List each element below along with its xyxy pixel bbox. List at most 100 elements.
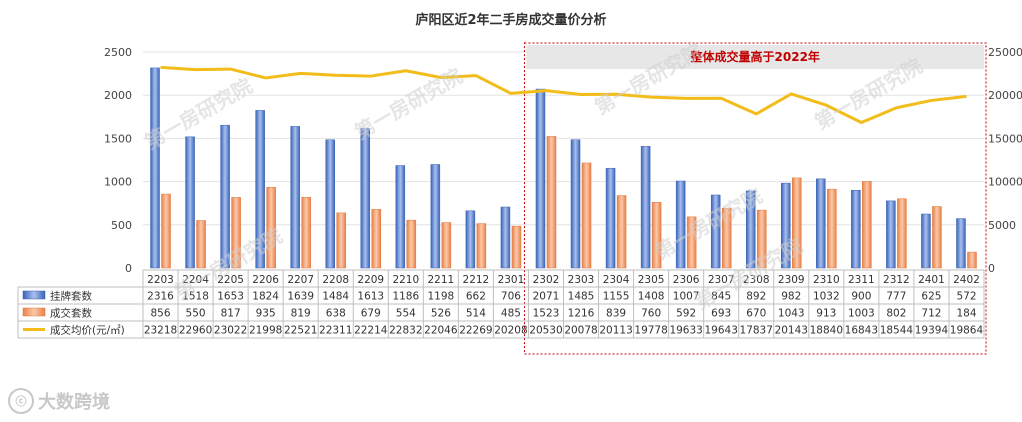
deal-bar [336,212,346,269]
table-value: 18840 [810,325,843,337]
legend-label: 挂牌套数 [50,290,92,303]
table-value: 670 [746,308,766,320]
right-tick-label: 5000 [988,219,1016,232]
table-value: 1518 [182,291,209,303]
category-label: 2203 [147,274,174,286]
table-value: 706 [501,291,521,303]
category-label: 2211 [427,274,454,286]
legend-key [22,307,46,317]
listing-bar [605,167,616,269]
table-value: 1216 [568,308,595,320]
legend-label: 成交套数 [50,307,92,320]
table-value: 819 [291,308,311,320]
table-value: 1613 [357,291,384,303]
table-value: 777 [886,291,906,303]
table-value: 1484 [322,291,349,303]
table-value: 1003 [848,308,875,320]
listing-bar [710,194,721,269]
right-tick-label: 25000 [988,46,1022,59]
chart-title: 庐阳区近2年二手房成交量价分析 [415,12,606,28]
table-value: 550 [186,308,206,320]
listing-bar [325,139,335,269]
annotation-text: 整体成交量高于2022年 [690,49,820,64]
listing-bar [745,190,756,269]
table-value: 22311 [319,325,352,337]
table-value: 1485 [568,291,595,303]
category-label: 2310 [813,274,840,286]
deal-bar [441,222,452,269]
right-tick-label: 20000 [988,89,1022,102]
table-value: 2071 [533,291,560,303]
table-value: 23022 [214,325,247,337]
left-tick-label: 2500 [104,46,132,59]
deal-bar [967,251,977,269]
table-value: 20143 [775,325,808,337]
table-value: 1198 [427,291,454,303]
table-value: 18544 [880,325,914,337]
deal-bar [476,223,487,269]
table-value: 1408 [638,291,665,303]
table-value: 982 [781,291,801,303]
category-label: 2312 [883,274,910,286]
category-label: 2307 [708,274,735,286]
table-value: 892 [746,291,766,303]
table-value: 22521 [284,325,317,337]
legend-key [22,290,46,300]
deal-bar [792,177,802,269]
category-label: 2208 [322,274,349,286]
listing-bar [465,210,476,269]
right-tick-label: 15000 [988,132,1022,145]
table-value: 21998 [249,325,282,337]
category-label: 2303 [568,274,595,286]
deal-bar [266,186,276,269]
listing-bar [360,128,371,269]
right-axis-ticks: 0 5000 10000 15000 20000 25000 [988,46,1022,275]
left-tick-label: 1000 [104,176,132,189]
table-value: 19643 [704,325,737,337]
deal-bar [932,206,942,269]
deal-bar [721,207,732,269]
category-label: 2308 [743,274,770,286]
table-value: 572 [956,291,976,303]
logo-text: 大数跨境 [38,392,110,413]
table-value: 23218 [144,325,177,337]
table-value: 693 [711,308,731,320]
deal-bar [406,219,417,269]
deal-bar [616,195,627,269]
table-value: 20530 [529,325,562,337]
listing-bar [640,146,651,269]
table-value: 17837 [740,325,773,337]
table-value: 845 [711,291,731,303]
table-value: 554 [396,308,416,320]
table-value: 1043 [778,308,805,320]
table-value: 19633 [669,325,702,337]
listing-bar [220,124,230,269]
table-value: 817 [221,308,241,320]
table-value: 712 [921,308,941,320]
category-label: 2206 [252,274,279,286]
table-value: 1032 [813,291,840,303]
listing-bar [535,88,546,269]
category-label: 2304 [603,274,630,286]
table-value: 22960 [179,325,212,337]
table-value: 184 [956,308,976,320]
listing-bar [430,164,441,269]
logo: ⓒ 大数跨境 [8,388,110,414]
table-value: 856 [150,308,170,320]
listing-bar [675,180,686,269]
listing-bar [570,139,581,269]
table-value: 16843 [845,325,878,337]
price-line [160,65,967,124]
table-value: 760 [641,308,661,320]
category-label: 2209 [357,274,384,286]
left-axis-ticks: 0 500 1000 1500 2000 2500 [104,46,132,275]
table-value: 913 [816,308,836,320]
table-value: 625 [921,291,941,303]
table-value: 1007 [673,291,700,303]
annotation-header [526,45,984,69]
deal-bar [231,197,241,269]
table-value: 22046 [424,325,458,337]
annotation-border [523,42,987,355]
deal-bar [546,136,557,269]
